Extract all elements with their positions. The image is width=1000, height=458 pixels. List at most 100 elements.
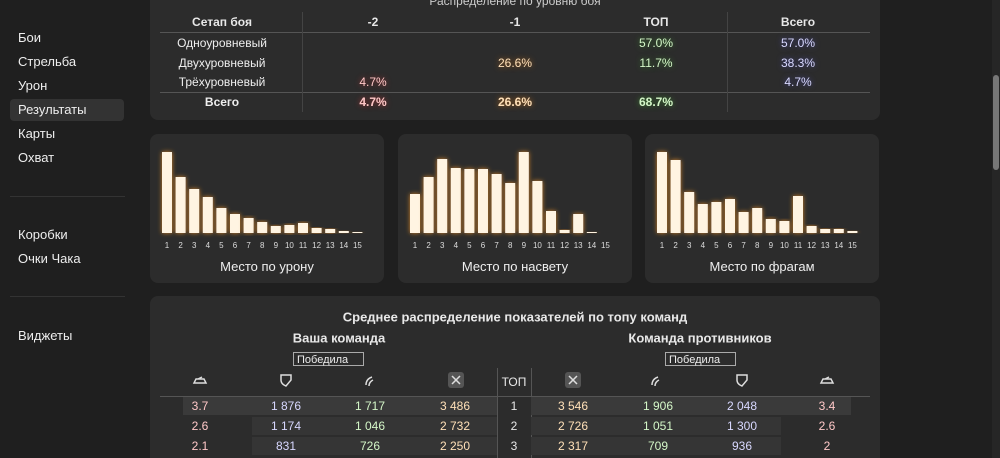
row-band	[252, 417, 497, 435]
x-tick-label: 6	[481, 241, 486, 250]
nav-item[interactable]: Результаты	[18, 102, 87, 117]
row-band	[531, 437, 781, 455]
bar	[711, 202, 722, 233]
cell-value: 2.6	[191, 419, 209, 433]
x-tick-label: 9	[522, 241, 527, 250]
x-tick-label: 3	[687, 241, 692, 250]
cell-value: 3 546	[557, 399, 589, 413]
row-band	[531, 417, 781, 435]
cell-value: 1 876	[270, 399, 302, 413]
x-tick-label: 12	[807, 241, 816, 250]
cell-value: 57.0%	[780, 36, 816, 50]
row-label: Трёхуровневый	[178, 75, 266, 89]
cell-value: 3.7	[191, 399, 209, 413]
x-tick-label: 10	[285, 241, 294, 250]
cell-value: 38.3%	[780, 55, 816, 70]
cell-value: 1 174	[270, 419, 302, 433]
column-header: Сетап боя	[192, 15, 252, 29]
cell-value: 4.7%	[359, 75, 387, 89]
row-label: Двухуровневый	[178, 55, 266, 70]
row-band	[183, 397, 497, 415]
col-divider	[727, 12, 728, 112]
cell-value: 57.0%	[638, 36, 674, 50]
scrollbar	[992, 0, 1000, 458]
x-tick-label: 1	[660, 241, 665, 250]
bar	[793, 196, 803, 233]
chart-title: Место по урону	[220, 259, 314, 274]
row-band	[252, 437, 497, 455]
bar	[820, 229, 831, 233]
bar	[189, 189, 200, 233]
x-tick-label: 10	[533, 241, 542, 250]
x-tick-label: 4	[206, 241, 211, 250]
bar	[847, 231, 858, 233]
x-tick-label: 8	[755, 241, 760, 250]
x-tick-label: 11	[547, 241, 556, 250]
x-tick-label: 4	[701, 241, 706, 250]
nav-item[interactable]: Стрельба	[18, 54, 77, 69]
team-filter[interactable]: Победила	[665, 352, 736, 366]
x-tick-label: 13	[574, 241, 583, 250]
nav-item[interactable]: Бои	[18, 30, 42, 45]
nav-item[interactable]: Виджеты	[18, 328, 73, 343]
bar	[352, 232, 363, 233]
x-tick-label: 7	[741, 241, 746, 250]
scroll-thumb[interactable]	[993, 75, 999, 170]
level-header-line	[160, 32, 870, 33]
x-tick-label: 2	[178, 241, 183, 250]
bar	[284, 225, 295, 233]
bar	[779, 221, 790, 233]
cell-value: 4.7%	[784, 75, 812, 89]
nav-item[interactable]: Охват	[18, 150, 55, 165]
x-tick-label: 15	[353, 241, 362, 250]
bar	[559, 230, 570, 233]
bar	[338, 231, 349, 233]
bar	[257, 222, 268, 233]
team-header-line	[160, 396, 870, 397]
cell-value: 2 732	[439, 419, 471, 433]
x-tick-label: 14	[834, 241, 843, 250]
bar	[423, 177, 434, 233]
bar	[175, 177, 186, 233]
x-tick-label: 1	[413, 241, 418, 250]
bar	[546, 211, 556, 233]
level-title: Распределение по уровню боя	[429, 0, 601, 8]
top-divider	[497, 368, 498, 458]
x-tick-label: 5	[219, 241, 224, 250]
cell-value: 26.6%	[497, 95, 533, 109]
bar	[833, 229, 844, 233]
nav-item[interactable]: Карты	[18, 126, 56, 141]
bar	[670, 160, 681, 233]
bar	[243, 218, 254, 233]
cell-value: 4.7%	[359, 95, 387, 109]
cell-value: 2.1	[191, 439, 209, 453]
x-tick-label: 1	[165, 241, 170, 250]
nav-item[interactable]: Очки Чака	[18, 251, 81, 266]
cell-value: 2.6	[818, 419, 836, 433]
team-name: Ваша команда	[292, 330, 386, 346]
row-label: Всего	[204, 95, 240, 109]
cell-value: 2 317	[557, 439, 589, 453]
cell-value: 3.4	[818, 399, 836, 413]
x-tick-label: 3	[192, 241, 197, 250]
bar	[311, 228, 322, 233]
bar	[491, 174, 502, 233]
cell-value: 2 726	[557, 419, 589, 433]
x-tick-label: 14	[339, 241, 348, 250]
cell-value: 26.6%	[497, 55, 533, 70]
top-rank: 2	[510, 419, 518, 433]
bar	[162, 152, 172, 233]
x-tick-label: 6	[233, 241, 238, 250]
nav-item[interactable]: Коробки	[18, 227, 68, 242]
bar	[270, 226, 281, 233]
x-tick-label: 14	[587, 241, 596, 250]
bar	[573, 214, 584, 233]
team-filter[interactable]: Победила	[293, 352, 364, 366]
cell-value: 831	[275, 439, 297, 453]
cell-value: 2 250	[439, 439, 471, 453]
x-tick-label: 10	[780, 241, 789, 250]
nav-item[interactable]: Урон	[18, 78, 48, 93]
